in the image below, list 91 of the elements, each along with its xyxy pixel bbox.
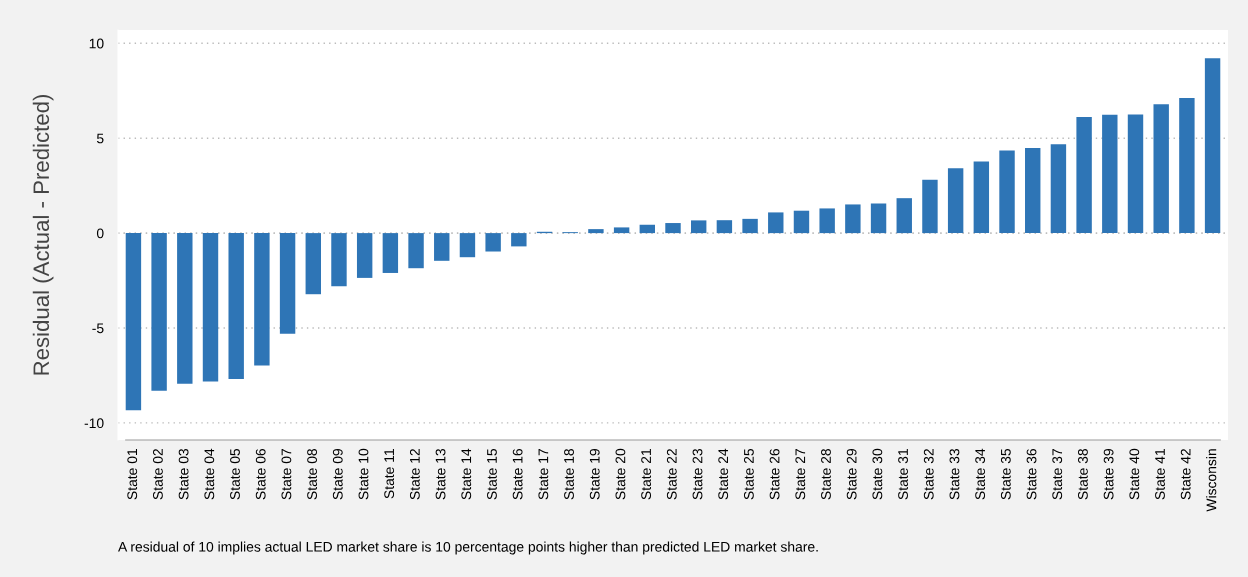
y-tick-label: 0 [96, 228, 104, 239]
y-tick-label: -10 [84, 418, 104, 429]
x-tick-label: State 16 [512, 448, 523, 500]
x-tick-label: State 11 [384, 449, 395, 499]
bar [151, 233, 167, 391]
x-tick-label: State 03 [178, 448, 189, 500]
x-tick-label: State 10 [358, 448, 369, 500]
x-tick-label: State 19 [589, 448, 600, 500]
x-tick-label: State 24 [718, 448, 729, 500]
bar [742, 218, 758, 234]
x-tick-label: State 29 [846, 448, 857, 500]
x-tick-label: State 12 [409, 449, 420, 500]
x-tick-label: State 32 [923, 449, 934, 500]
bar [973, 161, 990, 234]
x-tick-label: State 35 [1000, 448, 1011, 500]
bar [331, 233, 347, 287]
x-tick-label: State 26 [769, 448, 780, 500]
x-tick-label: State 14 [461, 448, 472, 500]
bar [1102, 114, 1118, 234]
bar [459, 233, 476, 258]
bar [845, 204, 861, 234]
bar [511, 233, 527, 247]
bar [1127, 114, 1144, 234]
x-tick-label: State 38 [1078, 448, 1088, 500]
bar [896, 198, 912, 234]
bar [1153, 104, 1169, 234]
x-tick-label: State 17 [538, 449, 549, 500]
bar [665, 223, 681, 234]
bar [793, 210, 810, 234]
bar [819, 208, 835, 234]
bar [613, 227, 630, 234]
bar [870, 203, 887, 234]
text: A residual of 10 implies actual LED market share is 10 percentage points higher than predicted LED market share. [118, 541, 818, 555]
x-tick-label: State 33 [949, 448, 960, 500]
x-tick-label: State 20 [615, 448, 626, 500]
bar [434, 233, 450, 261]
bar [1179, 97, 1195, 234]
y-tick-label: 5 [96, 133, 104, 144]
x-tick-label: Wisconsin [1206, 449, 1217, 512]
x-tick-label: State 18 [564, 448, 574, 500]
bar [588, 229, 604, 234]
x-tick-label: State 05 [230, 448, 240, 500]
x-tick-label: State 41 [1155, 449, 1165, 500]
x-tick-label: State 37 [1052, 449, 1063, 500]
x-tick-label: State 34 [975, 448, 986, 500]
bar [202, 233, 219, 382]
x-tick-label: State 07 [281, 449, 292, 500]
x-tick-label: State 40 [1129, 448, 1140, 500]
x-tick-label: State 13 [435, 448, 446, 500]
x-tick-label: State 39 [1103, 448, 1114, 500]
x-tick-label: State 06 [255, 448, 266, 500]
x-tick-label: State 25 [743, 448, 754, 500]
bar [1204, 58, 1221, 234]
x-tick-label: State 23 [692, 448, 703, 500]
x-tick-label: State 04 [204, 448, 215, 500]
x-tick-label: State 15 [487, 448, 497, 500]
x-tick-label: State 02 [153, 449, 163, 500]
bar [485, 233, 501, 252]
x-tick-label: State 22 [666, 449, 677, 500]
x-tick-label: State 31 [898, 449, 908, 500]
x-tick-label: State 42 [1180, 449, 1191, 500]
x-tick-label: State 27 [795, 449, 806, 500]
bar [356, 233, 373, 278]
bar [408, 233, 424, 269]
bar [947, 168, 964, 234]
bar [1076, 116, 1092, 234]
bar [254, 233, 270, 366]
bar [1025, 147, 1041, 234]
x-tick-label: State 28 [821, 448, 831, 500]
y-axis-title: Residual (Actual - Predicted) [32, 94, 54, 375]
bar [999, 150, 1015, 234]
x-tick-label: State 21 [641, 449, 652, 500]
bar [228, 233, 244, 380]
x-tick-label: State 30 [872, 448, 883, 500]
bar [1050, 144, 1067, 234]
x-tick-label: State 09 [332, 448, 343, 500]
x-tick-label: State 08 [307, 448, 318, 500]
y-tick-label: -5 [92, 323, 104, 334]
bar [177, 233, 193, 384]
bar [690, 220, 707, 234]
y-tick-label: 10 [89, 38, 104, 49]
bar [382, 233, 399, 273]
bar [279, 233, 296, 334]
x-tick-label: State 01 [127, 449, 138, 500]
bar [639, 224, 656, 234]
bar [125, 233, 142, 411]
x-tick-label: State 36 [1026, 448, 1037, 500]
bar [305, 233, 321, 295]
bar [768, 212, 784, 234]
bar [716, 220, 733, 234]
bar [922, 179, 938, 234]
